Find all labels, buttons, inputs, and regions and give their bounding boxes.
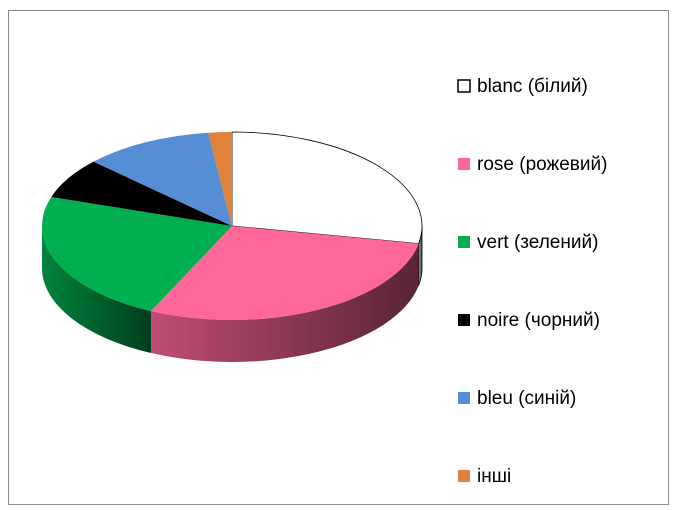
- pie-sides: [42, 225, 423, 362]
- legend-label: bleu (синій): [477, 388, 576, 409]
- legend-swatch: [458, 470, 470, 482]
- legend-label: vert (зелений): [477, 232, 598, 253]
- legend-label: інші: [477, 466, 511, 487]
- slice-side: [151, 243, 419, 362]
- pie-slice: [93, 132, 232, 226]
- legend-swatch: [458, 236, 470, 248]
- pie-slice: [208, 132, 232, 226]
- legend-swatch: [458, 314, 470, 326]
- pie-slice: [51, 161, 233, 226]
- slice-side: [42, 226, 152, 354]
- legend-swatch: [458, 158, 470, 170]
- legend-label: rose (рожевий): [477, 154, 607, 175]
- pie-tops: [42, 131, 423, 320]
- pie-slice: [231, 131, 423, 245]
- legend-swatch: [457, 79, 471, 93]
- pie-slice: [151, 226, 419, 320]
- legend-label: blanc (білий): [477, 76, 588, 97]
- pie-slice: [42, 196, 232, 312]
- legend-label: noire (чорний): [477, 310, 600, 331]
- legend-swatch: [458, 392, 470, 404]
